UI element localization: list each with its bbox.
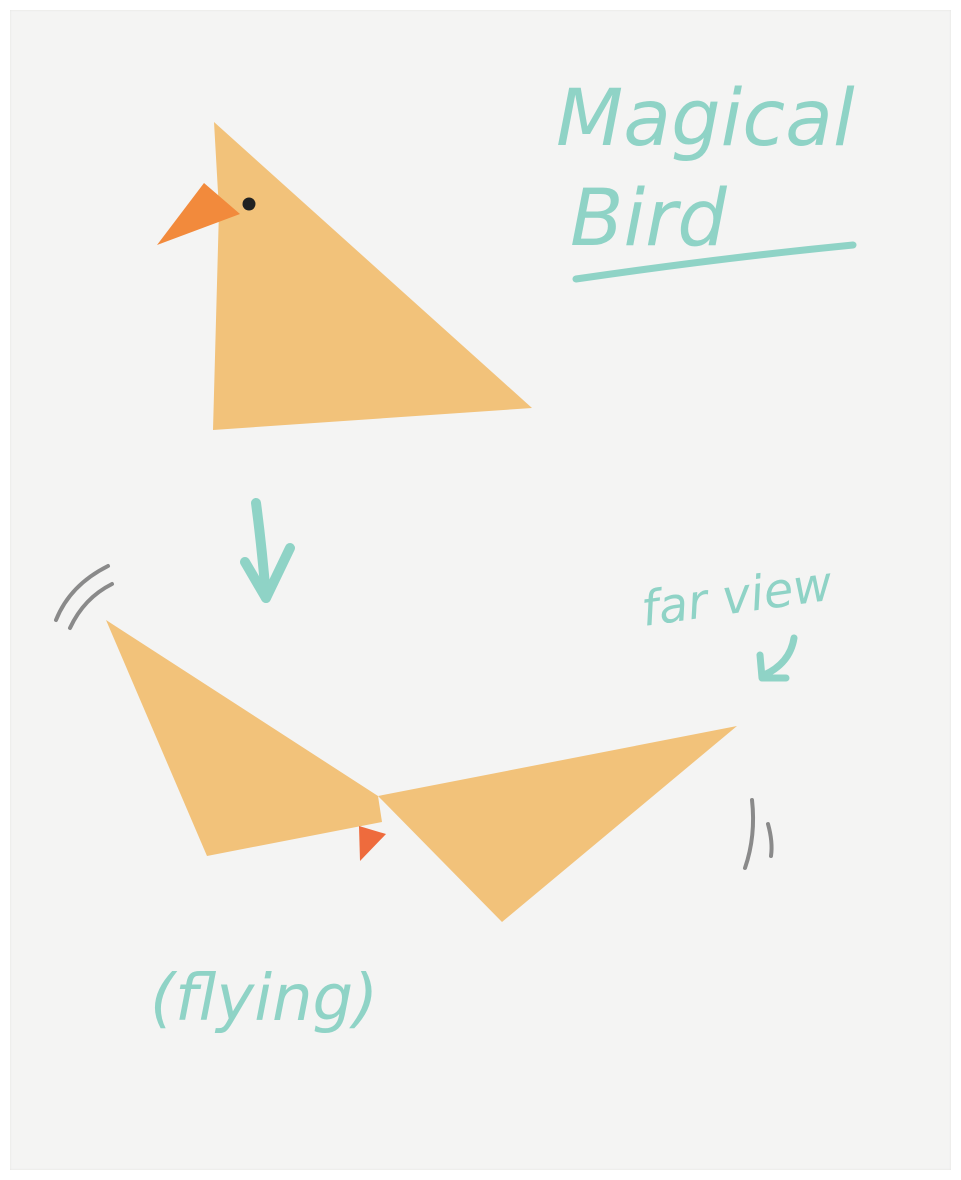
drawing-paper [10,10,951,1170]
title-underline [572,241,857,283]
title-line-2: Bird [570,174,727,264]
flying-bird-beak [359,826,386,861]
title-group: Magical Bird [556,74,857,283]
flying-bird-right-wing [378,726,737,922]
far-view-annotation: far view [638,556,836,682]
far-view-label: far view [638,556,836,638]
bird-eye [242,197,256,211]
flying-bird [106,620,737,922]
flying-label: (flying) [150,962,378,1036]
down-arrow-icon [240,498,295,603]
sitting-bird [157,122,532,430]
flying-bird-left-wing [106,620,382,856]
bird-body-triangle [213,122,532,430]
title-line-1: Magical [556,74,855,164]
bird-beak [157,183,240,245]
motion-lines-left [54,564,114,630]
motion-lines-right [743,798,774,870]
far-view-arrow-icon [756,634,798,682]
